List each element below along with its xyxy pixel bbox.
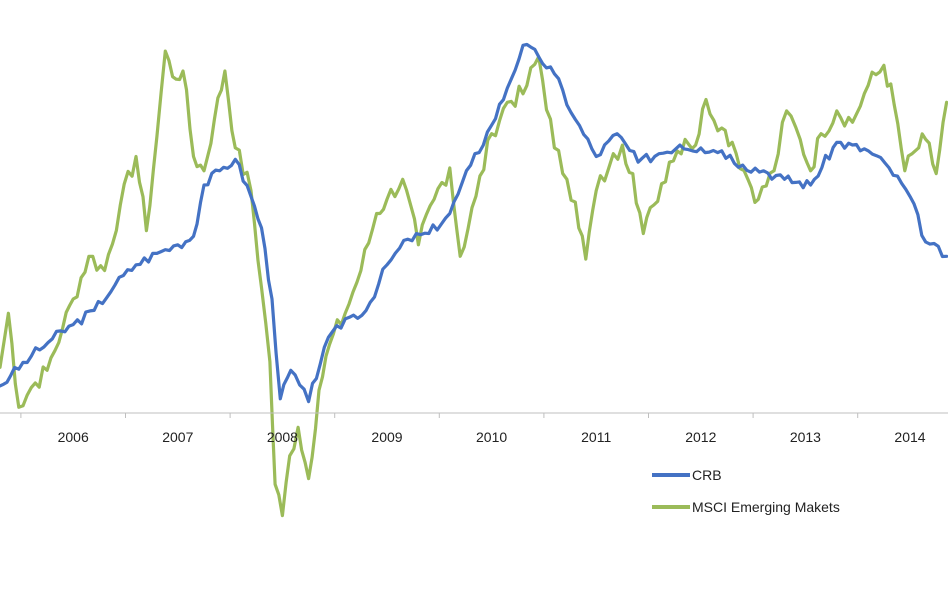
legend: CRB MSCI Emerging Makets: [652, 467, 840, 515]
x-tick-label: 2014: [894, 429, 925, 445]
x-tick-label: 2010: [476, 429, 507, 445]
x-axis-tick-labels: 2006 2007 2008 2009 2010 2011 2012 2013 2014: [58, 429, 926, 445]
x-tick-label: 2012: [685, 429, 716, 445]
series-line-crb: [0, 42, 948, 404]
x-axis-ticks: [20, 413, 859, 418]
legend-label: MSCI Emerging Makets: [692, 499, 840, 515]
x-tick-label: 2008: [267, 429, 298, 445]
legend-label: CRB: [692, 467, 722, 483]
x-tick-label: 2007: [162, 429, 193, 445]
x-tick-label: 2009: [371, 429, 402, 445]
x-tick-label: 2006: [58, 429, 89, 445]
x-tick-label: 2013: [790, 429, 821, 445]
series-line-msci-emerging-makets: [0, 49, 948, 518]
series-layer: [0, 42, 948, 518]
x-tick-label: 2011: [581, 429, 611, 445]
